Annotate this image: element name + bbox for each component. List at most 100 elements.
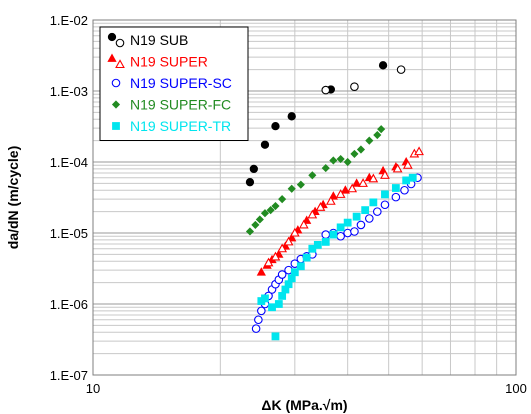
- data-point-diamond-filled: [365, 136, 374, 145]
- data-point-square-filled: [391, 184, 400, 192]
- data-point-circle-filled: [378, 61, 388, 70]
- data-point-circle-open: [254, 315, 263, 325]
- data-point-square-filled: [296, 262, 305, 271]
- data-point-diamond-filled: [343, 157, 352, 167]
- data-point-diamond-filled: [308, 171, 317, 180]
- data-point-diamond-filled: [329, 156, 338, 165]
- data-point-triangle-open: [277, 243, 288, 253]
- legend-entry: N19 SUPER-SC: [111, 75, 232, 91]
- data-point-triangle-filled: [256, 267, 266, 276]
- legend-label: N19 SUB: [130, 32, 188, 48]
- data-point-circle-open: [336, 231, 345, 241]
- series-4: [257, 173, 417, 341]
- data-point-triangle-open: [392, 163, 403, 173]
- data-point-square-filled: [271, 332, 280, 341]
- y-tick-label: 1.E-02: [50, 13, 88, 28]
- data-point-circle-open: [321, 230, 331, 239]
- data-point-circle-open: [396, 65, 406, 74]
- data-point-diamond-filled: [271, 201, 280, 211]
- y-tick-label: 1.E-07: [50, 368, 88, 383]
- legend-entry: N19 SUPER-FC: [111, 97, 231, 113]
- data-point-triangle-open: [358, 178, 368, 187]
- y-tick-label: 1.E-06: [50, 297, 88, 312]
- data-point-circle-open: [277, 270, 287, 279]
- data-point-square-filled: [408, 173, 417, 182]
- x-axis-label: ΔK (MPa.√m): [261, 397, 347, 413]
- plot-frame: [92, 19, 517, 376]
- data-point-circle-open: [257, 306, 266, 316]
- data-point-triangle-open: [368, 173, 379, 183]
- data-point-circle-filled: [249, 164, 258, 174]
- data-point-circle-filled: [245, 178, 255, 187]
- series-1: [256, 146, 424, 276]
- data-point-square-filled: [268, 303, 276, 312]
- data-point-square-filled: [261, 294, 269, 303]
- data-point-square-filled: [343, 218, 352, 227]
- data-point-triangle-open: [307, 209, 318, 219]
- data-point-triangle-filled: [340, 185, 350, 194]
- data-point-square-filled: [290, 268, 299, 277]
- data-point-diamond-filled: [266, 206, 275, 215]
- data-point-circle-filled: [271, 121, 280, 131]
- data-point-circle-open: [350, 82, 359, 91]
- data-point-square-filled: [402, 176, 411, 185]
- y-tick-label: 1.E-05: [50, 226, 88, 241]
- data-point-circle-open: [391, 192, 401, 202]
- data-point-square-filled: [321, 237, 330, 246]
- data-point-triangle-open: [298, 219, 309, 229]
- y-tick-label: 1.E-03: [50, 84, 88, 99]
- data-point-circle-open: [251, 324, 261, 333]
- data-point-circle-open: [356, 220, 366, 230]
- legend-marker: [111, 100, 121, 109]
- y-tick-label: 1.E-04: [50, 155, 88, 170]
- data-point-circle-open: [400, 185, 409, 195]
- series-0: [245, 61, 406, 187]
- x-tick-label: 10: [86, 381, 100, 396]
- data-point-diamond-filled: [296, 180, 305, 189]
- data-point-triangle-open: [347, 183, 358, 193]
- data-point-triangle-filled: [352, 178, 362, 187]
- data-marks: [245, 61, 424, 341]
- data-point-triangle-open: [335, 189, 346, 198]
- legend-entry: N19 SUPER-TR: [112, 118, 231, 134]
- data-point-square-filled: [369, 198, 378, 207]
- legend-marker: [112, 122, 120, 130]
- data-point-diamond-filled: [336, 154, 345, 164]
- data-point-circle-open: [321, 85, 331, 95]
- data-point-triangle-open: [402, 159, 413, 169]
- data-point-triangle-open: [289, 227, 300, 237]
- legend-label: N19 SUPER-SC: [130, 75, 232, 91]
- legend-marker: [107, 53, 117, 62]
- data-point-square-filled: [274, 300, 283, 308]
- data-point-square-filled: [313, 240, 322, 249]
- legend-marker: [111, 78, 121, 88]
- data-point-circle-filled: [260, 140, 270, 149]
- y-axis-label: da/dN (m/cycle): [5, 146, 21, 249]
- x-tick-label: 100: [505, 381, 527, 396]
- data-point-diamond-filled: [255, 215, 264, 224]
- data-point-square-filled: [361, 206, 370, 215]
- data-point-diamond-filled: [245, 227, 255, 236]
- data-point-diamond-filled: [251, 220, 260, 229]
- data-point-triangle-open: [325, 195, 336, 205]
- legend-label: N19 SUPER: [130, 54, 208, 70]
- legend-label: N19 SUPER-FC: [130, 97, 231, 113]
- data-point-square-filled: [278, 292, 287, 300]
- data-point-triangle-open: [315, 202, 326, 211]
- data-point-diamond-filled: [260, 209, 270, 218]
- legend-marker: [115, 59, 125, 69]
- legend-entry: N19 SUB: [107, 32, 188, 48]
- legend-marker: [107, 32, 117, 42]
- legend-entry: N19 SUPER: [107, 53, 208, 70]
- data-point-triangle-open: [414, 146, 424, 156]
- data-point-circle-open: [350, 227, 359, 236]
- data-point-circle-filled: [287, 112, 296, 121]
- data-point-square-filled: [336, 223, 345, 232]
- data-point-square-filled: [302, 253, 311, 262]
- data-point-diamond-filled: [356, 145, 366, 154]
- legend-label: N19 SUPER-TR: [130, 118, 231, 134]
- data-point-diamond-filled: [373, 130, 382, 140]
- data-point-circle-open: [380, 200, 390, 210]
- tick-labels: 1.E-07 1.E-06 1.E-05 1.E-04 1.E-03 1.E-02 10 10…: [50, 13, 527, 396]
